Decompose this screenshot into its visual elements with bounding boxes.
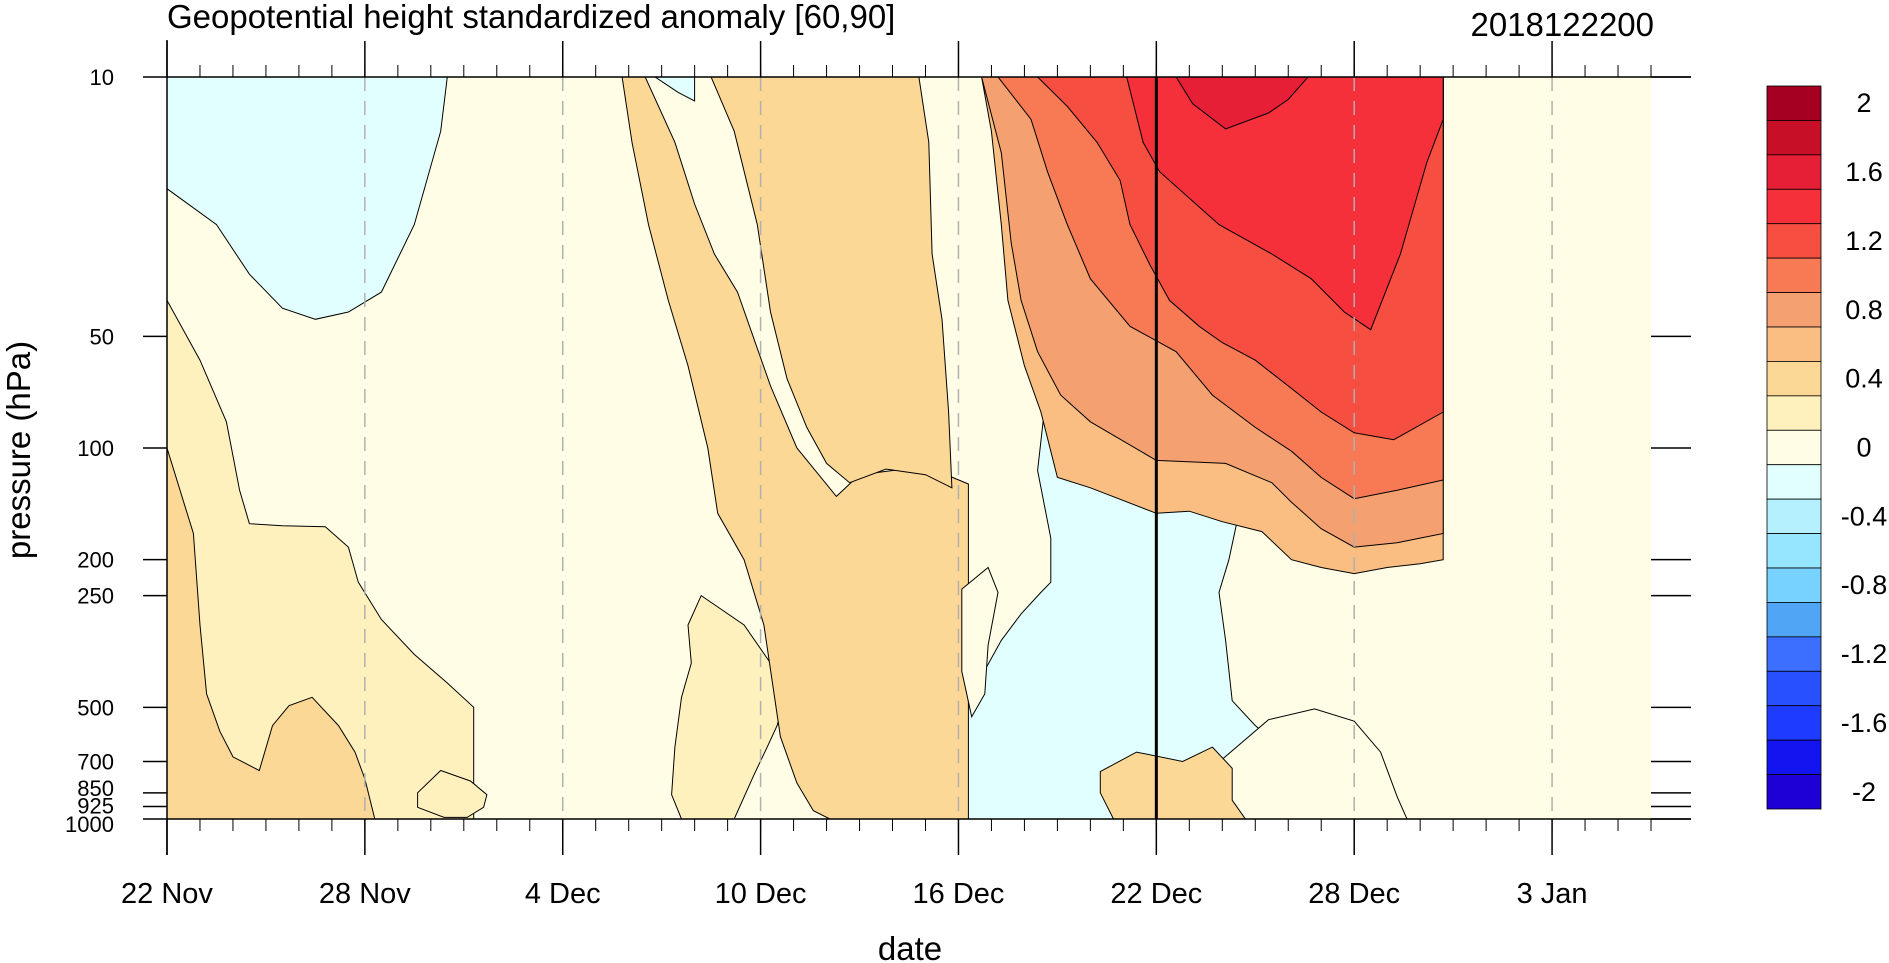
contour-region	[654, 77, 696, 102]
y-axis-label: pressure (hPa)	[0, 341, 37, 559]
colorbar-box	[1766, 498, 1822, 534]
x-tick-label: 10 Dec	[715, 878, 807, 910]
colorbar-box	[1766, 326, 1822, 362]
y-tick-label: 50	[90, 324, 114, 349]
chart-title: Geopotential height standardized anomaly…	[167, 0, 895, 35]
colorbar-box	[1766, 395, 1822, 431]
date-code-label: 2018122200	[1470, 6, 1654, 43]
colorbar-label: 0	[1856, 433, 1871, 463]
colorbar-box	[1766, 602, 1822, 638]
y-tick-label: 850	[77, 776, 114, 801]
x-tick-label: 3 Jan	[1517, 878, 1588, 910]
contour-region	[167, 77, 448, 320]
y-tick-label: 250	[77, 584, 114, 609]
colorbar-box	[1766, 567, 1822, 603]
y-tick-label: 925	[77, 793, 114, 818]
colorbar-box	[1766, 292, 1822, 328]
y-tick-label: 500	[77, 695, 114, 720]
colorbar-label: 0.4	[1845, 364, 1883, 394]
colorbar-box	[1766, 670, 1822, 707]
colorbar-label: 1.2	[1845, 226, 1883, 256]
y-tick-label: 100	[77, 436, 114, 461]
x-tick-label: 22 Dec	[1110, 878, 1202, 910]
colorbar-box	[1766, 636, 1822, 672]
contour-region	[961, 566, 999, 719]
colorbar: -2 -1.6 -1.2 -0.8 -0.4 0 0.4 0.8 1.2 1.6 2	[1766, 85, 1888, 810]
plot-area: 22 Nov 28 Nov 4 Dec 10 Dec 16 Dec 22 Dec 28 De…	[65, 40, 1691, 910]
contour-region	[1099, 746, 1247, 819]
colorbar-box	[1766, 188, 1822, 225]
colorbar-box	[1766, 774, 1822, 810]
y-tick-label: 700	[77, 750, 114, 775]
colorbar-box	[1766, 464, 1822, 500]
colorbar-box	[1766, 223, 1822, 259]
contour-region	[167, 300, 475, 819]
colorbar-box	[1766, 361, 1822, 397]
y-tick-label: 200	[77, 548, 114, 573]
x-tick-label: 4 Dec	[525, 878, 601, 910]
x-tick-label: 28 Dec	[1308, 878, 1400, 910]
colorbar-label: 2	[1856, 88, 1871, 118]
colorbar-label: -0.8	[1841, 570, 1888, 600]
contour-region	[542, 77, 969, 819]
colorbar-box	[1766, 85, 1822, 121]
y-tick-label: 10	[90, 65, 114, 90]
colorbar-box	[1766, 533, 1822, 569]
x-tick-label: 28 Nov	[319, 878, 411, 910]
x-axis-label: date	[878, 930, 942, 963]
contour-region	[417, 769, 488, 818]
colorbar-label: -1.2	[1841, 639, 1888, 669]
colorbar-box	[1766, 154, 1822, 190]
x-tick-label: 16 Dec	[913, 878, 1005, 910]
colorbar-box	[1766, 429, 1822, 466]
colorbar-box	[1766, 257, 1822, 293]
colorbar-label: -0.4	[1841, 501, 1888, 531]
contour-region	[167, 447, 376, 819]
contour-region	[1175, 77, 1309, 130]
colorbar-label: -1.6	[1841, 708, 1888, 738]
colorbar-box	[1766, 739, 1822, 775]
colorbar-label: -2	[1852, 777, 1876, 807]
contour-region	[710, 77, 953, 489]
contour-region	[1126, 77, 1444, 331]
colorbar-box	[1766, 120, 1822, 156]
colorbar-label: 1.6	[1845, 157, 1883, 187]
colorbar-box	[1766, 705, 1822, 741]
y-tick-label: 1000	[65, 812, 114, 837]
x-tick-label: 22 Nov	[121, 878, 213, 910]
colorbar-label: 0.8	[1845, 295, 1883, 325]
